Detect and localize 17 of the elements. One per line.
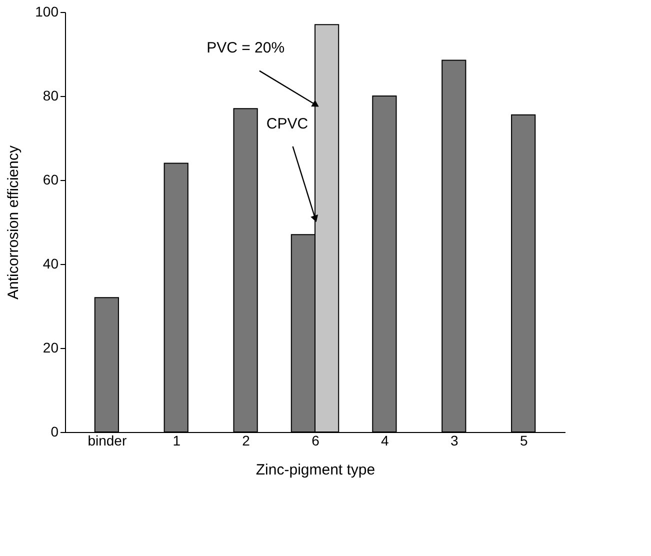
- x-tick-label: 3: [450, 432, 458, 448]
- annotation: PVC = 20%: [206, 40, 285, 57]
- y-tick-label: 0: [50, 424, 59, 440]
- x-tick-label: 6: [312, 432, 320, 448]
- y-tick-label: 100: [35, 4, 59, 20]
- x-tick-label: binder: [88, 432, 127, 448]
- x-tick-label: 1: [172, 432, 181, 448]
- y-tick-label: 80: [42, 88, 59, 104]
- x-tick-label: 4: [381, 432, 390, 448]
- annotation: CPVC: [266, 115, 308, 132]
- y-tick-label: 60: [42, 172, 59, 188]
- x-axis-title: Zinc-pigment type: [256, 462, 376, 478]
- y-axis-title: Anticorrosion efficiency: [5, 145, 22, 300]
- x-tick-label: 2: [242, 432, 250, 448]
- x-tick-label: 5: [520, 432, 528, 448]
- y-tick-label: 40: [42, 256, 59, 272]
- y-tick-label: 20: [42, 340, 59, 356]
